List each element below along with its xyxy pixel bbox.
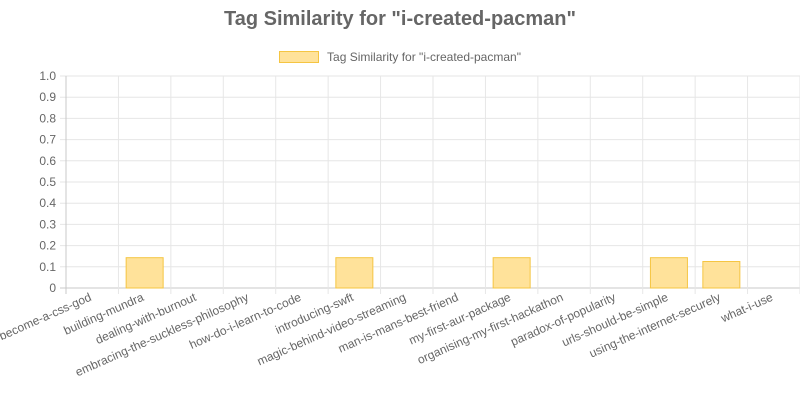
y-tick-label: 0.9 <box>39 90 56 104</box>
legend[interactable]: Tag Similarity for "i-created-pacman" <box>0 50 800 64</box>
y-tick-label: 0 <box>49 281 56 295</box>
legend-swatch <box>279 51 320 63</box>
y-tick-label: 0.1 <box>39 260 56 274</box>
x-tick-label: what-i-use <box>718 290 775 326</box>
y-tick-label: 0.7 <box>39 133 56 147</box>
y-tick-label: 1.0 <box>39 69 56 83</box>
y-tick-label: 0.4 <box>39 196 56 210</box>
legend-label: Tag Similarity for "i-created-pacman" <box>327 50 521 64</box>
bar <box>492 257 531 289</box>
y-tick-label: 0.2 <box>39 239 56 253</box>
y-tick-label: 0.5 <box>39 175 56 189</box>
bar <box>702 261 741 289</box>
bar <box>335 257 374 289</box>
bar <box>649 257 688 289</box>
y-tick-label: 0.6 <box>39 154 56 168</box>
bar <box>125 257 164 289</box>
y-tick-label: 0.8 <box>39 111 56 125</box>
chart-title: Tag Similarity for "i-created-pacman" <box>223 8 577 30</box>
y-tick-label: 0.3 <box>39 217 56 231</box>
